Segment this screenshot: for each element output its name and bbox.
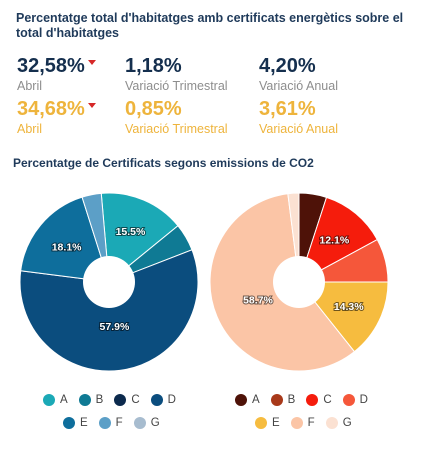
legend-dot-icon	[150, 394, 163, 406]
legend-item-d[interactable]: D	[342, 392, 368, 408]
data-label-d: 57.9%	[100, 321, 130, 333]
kpi-label: Variació Trimestral	[125, 79, 228, 93]
legend-label: F	[115, 417, 123, 429]
legend-item-e[interactable]: E	[255, 415, 280, 431]
legend-row: A B C D	[235, 392, 379, 408]
legend-item-c[interactable]: C	[306, 392, 332, 408]
legend-left: A B C D E F G	[43, 392, 187, 438]
legend-label: C	[131, 394, 140, 406]
kpi-section-title: Percentatge total d'habitatges amb certi…	[16, 11, 404, 40]
legend-label: E	[80, 417, 88, 429]
legend-label: F	[307, 417, 315, 429]
slice-d[interactable]	[19, 249, 199, 372]
data-label-e: 14.3%	[334, 301, 364, 313]
slice-c[interactable]	[298, 196, 378, 284]
legend-label: B	[287, 394, 296, 406]
kpi-value: 3,61%	[259, 98, 316, 120]
legend-item-b[interactable]: B	[78, 392, 104, 408]
legend-row: A B C D	[43, 392, 187, 408]
legend-item-g[interactable]: G	[133, 415, 160, 431]
legend-item-c[interactable]: C	[114, 392, 140, 408]
kpi-label: Variació Trimestral	[125, 122, 228, 136]
data-label-e: 18.1%	[52, 242, 82, 254]
data-label-f: 58.7%	[243, 294, 273, 306]
kpi-card-current-2: 34,68% Abril	[17, 98, 96, 137]
kpi-card-quarterly-2: 0,85% Variació Trimestral	[125, 98, 228, 137]
donut-hole	[83, 256, 135, 308]
slice-e[interactable]	[20, 196, 110, 283]
legend-item-f[interactable]: F	[290, 415, 315, 431]
legend-label: D	[167, 394, 176, 406]
legend-label: A	[252, 394, 260, 406]
legend-row: E F G	[235, 415, 379, 431]
legend-item-a[interactable]: A	[43, 392, 68, 408]
data-label-c: 12.1%	[319, 235, 349, 247]
legend-dot-icon	[133, 417, 146, 429]
legend-item-g[interactable]: G	[325, 415, 352, 431]
legend-right: A B C D E F G	[235, 392, 379, 438]
kpi-value: 32,58%	[17, 55, 85, 77]
data-label-a: 15.5%	[116, 226, 146, 238]
legend-dot-icon	[290, 417, 303, 429]
legend-dot-icon	[255, 417, 267, 429]
slice-e[interactable]	[297, 281, 389, 353]
kpi-label: Abril	[17, 122, 43, 136]
legend-item-e[interactable]: E	[63, 415, 88, 431]
down-triangle-icon	[87, 103, 96, 108]
legend-row: E F G	[43, 415, 187, 431]
legend-label: E	[272, 417, 280, 429]
legend-item-f[interactable]: F	[98, 415, 123, 431]
legend-label: A	[60, 394, 68, 406]
legend-dot-icon	[114, 394, 127, 406]
legend-dot-icon	[235, 394, 247, 406]
legend-item-a[interactable]: A	[235, 392, 260, 408]
legend-dot-icon	[63, 417, 75, 429]
kpi-card-current: 32,58% Abril	[17, 55, 96, 94]
kpi-label: Variació Anual	[259, 79, 338, 93]
legend-dot-icon	[325, 417, 338, 429]
legend-label: B	[95, 394, 104, 406]
chart-section-title: Percentatge de Certificats segons emissi…	[13, 156, 314, 170]
legend-label: C	[323, 394, 332, 406]
legend-label: G	[150, 417, 160, 429]
legend-dot-icon	[98, 417, 111, 429]
kpi-card-annual-2: 3,61% Variació Anual	[259, 98, 338, 137]
legend-dot-icon	[43, 394, 55, 406]
kpi-value: 0,85%	[125, 98, 182, 120]
legend-label: D	[359, 394, 368, 406]
legend-dot-icon	[78, 394, 91, 406]
donut-hole	[273, 256, 325, 308]
legend-dot-icon	[342, 394, 355, 406]
legend-item-d[interactable]: D	[150, 392, 176, 408]
kpi-value: 1,18%	[125, 55, 182, 77]
legend-item-b[interactable]: B	[270, 392, 296, 408]
kpi-label: Abril	[17, 79, 43, 93]
legend-dot-icon	[306, 394, 319, 406]
kpi-value: 4,20%	[259, 55, 316, 77]
legend-dot-icon	[270, 394, 283, 406]
kpi-card-annual: 4,20% Variació Anual	[259, 55, 338, 94]
kpi-label: Variació Anual	[259, 122, 338, 136]
down-triangle-icon	[87, 60, 96, 65]
legend-label: G	[342, 417, 352, 429]
kpi-value: 34,68%	[17, 98, 85, 120]
kpi-card-quarterly: 1,18% Variació Trimestral	[125, 55, 228, 94]
